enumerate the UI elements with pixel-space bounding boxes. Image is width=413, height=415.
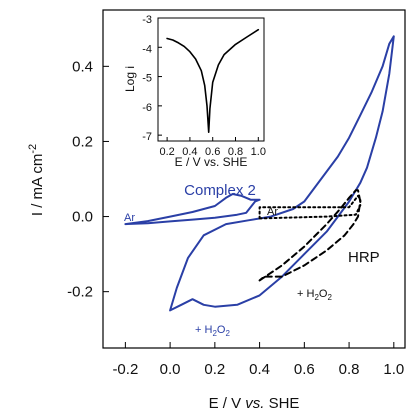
main-series-line-4: [258, 194, 362, 220]
main-y-tick-label: 0.4: [72, 58, 93, 75]
inset-series-group: [166, 28, 260, 133]
h2o2-bottom-label: + H2O2: [195, 324, 230, 338]
main-y-ticks: -0.2 0.0 0.2 0.4: [67, 58, 109, 301]
main-y-tick-label: -0.2: [67, 284, 93, 301]
inset-x-tick-label: 1.0: [251, 146, 266, 158]
ar-right-label: Ar: [267, 206, 278, 218]
inset-plot-frame: [157, 17, 265, 142]
main-series-line-2: [169, 35, 395, 312]
main-x-tick-label: 0.2: [204, 361, 225, 378]
inset-plot-background: [158, 18, 264, 141]
main-x-tick-label: 0.6: [294, 361, 315, 378]
main-x-tick-label: 0.8: [339, 361, 360, 378]
inset-y-tick-label: -4: [142, 43, 152, 55]
main-x-axis-label: E / V vs. SHE: [209, 395, 300, 412]
inset-plot: 0.2 0.4 0.6 0.8 1.0 -3 -4 -5 -6 -7 E / V vs. SHE…: [123, 14, 266, 169]
main-series-line-3: [258, 189, 362, 282]
main-y-tick-label: 0.0: [72, 209, 93, 226]
main-y-tick-label: 0.2: [72, 133, 93, 150]
inset-x-tick-label: 0.6: [205, 146, 220, 158]
ar-left-label: Ar: [124, 212, 135, 224]
main-x-tick-label: 0.0: [160, 361, 181, 378]
h2o2-dashed-label: + H2O2: [297, 288, 332, 302]
inset-y-ticks: -3 -4 -5 -6 -7: [142, 14, 162, 143]
main-plot: -0.2 0.0 0.2 0.4 0.6 0.8 1.0 -0.2 0.0 0.2 0.4 E /…: [27, 9, 406, 412]
inset-y-tick-label: -6: [142, 102, 152, 114]
main-x-tick-label: 0.4: [249, 361, 270, 378]
inset-y-tick-label: -7: [142, 131, 152, 143]
inset-x-tick-label: 0.2: [159, 146, 174, 158]
inset-x-ticks: 0.2 0.4 0.6 0.8 1.0: [159, 137, 266, 158]
hrp-label: HRP: [348, 249, 380, 266]
main-x-tick-label: -0.2: [112, 361, 138, 378]
inset-y-tick-label: -3: [142, 14, 152, 26]
inset-series-line-1: [166, 28, 260, 133]
inset-y-tick-label: -5: [142, 73, 152, 85]
main-x-tick-label: 1.0: [383, 361, 404, 378]
main-series-line-1: [124, 193, 261, 226]
complex-label: Complex 2: [184, 182, 256, 199]
main-plot-frame: [102, 9, 406, 349]
main-y-axis-label: I / mA cm-2: [27, 144, 46, 216]
main-x-ticks: -0.2 0.0 0.2 0.4 0.6 0.8 1.0: [112, 342, 404, 378]
inset-y-axis-label: Log i: [123, 66, 137, 92]
inset-x-axis-label: E / V vs. SHE: [175, 155, 248, 169]
inset-x-tick-label: 0.8: [228, 146, 243, 158]
inset-x-tick-label: 0.4: [182, 146, 197, 158]
main-series-group: [124, 35, 395, 312]
